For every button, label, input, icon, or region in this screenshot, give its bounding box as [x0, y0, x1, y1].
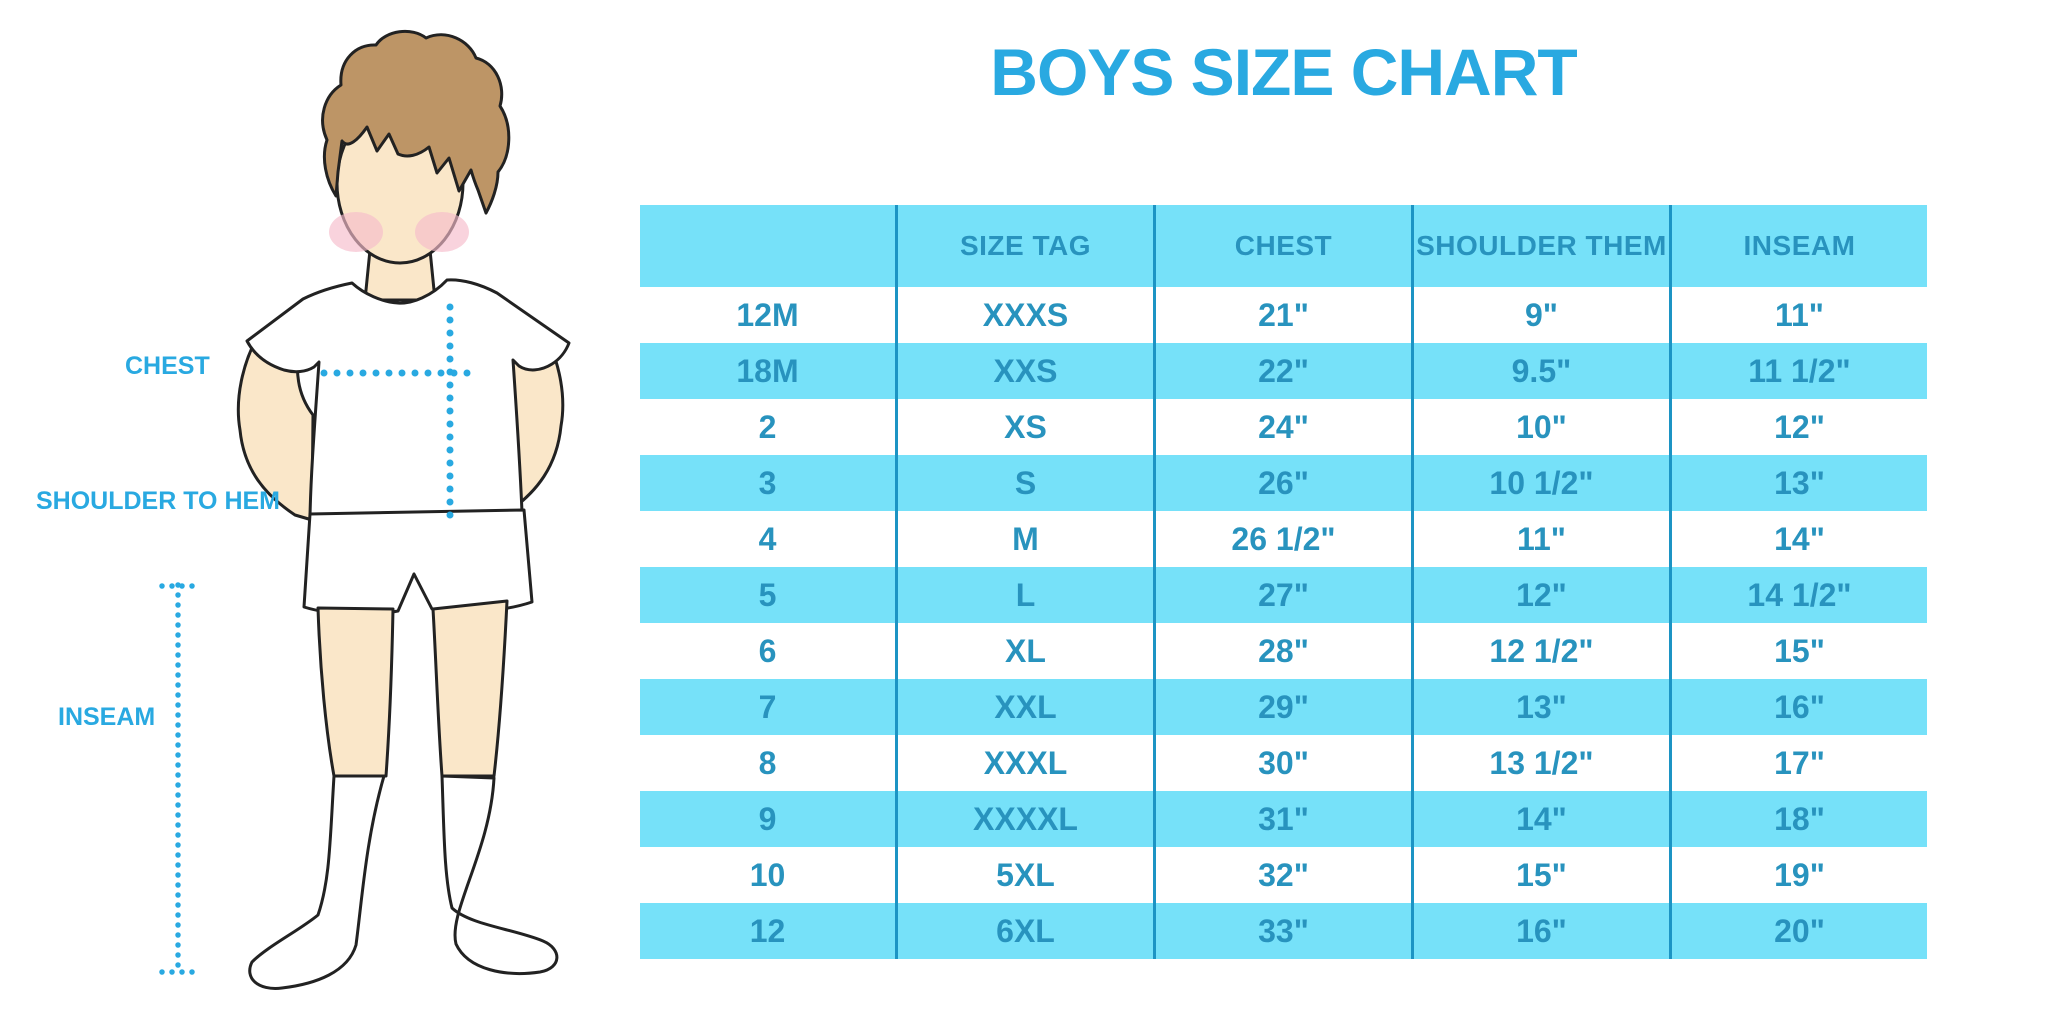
table-cell: 9.5": [1410, 343, 1671, 399]
table-cell: 15": [1410, 847, 1671, 903]
table-cell: 11": [1410, 511, 1671, 567]
table-cell: 14": [1410, 791, 1671, 847]
boy-blush-right: [415, 212, 469, 252]
table-cell: 12M: [736, 296, 799, 333]
table-cell: 26 1/2": [1152, 511, 1413, 567]
table-cell: 14": [1668, 511, 1927, 567]
table-row: 3 S 26" 10 1/2" 13": [640, 455, 1927, 511]
table-row: 7 XXL 29" 13" 16": [640, 679, 1927, 735]
table-cell: 24": [1152, 399, 1413, 455]
table-cell: 15": [1668, 623, 1927, 679]
table-cell: 31": [1152, 791, 1413, 847]
table-cell: 8: [758, 744, 777, 781]
table-cell: S: [895, 455, 1155, 511]
table-cell: 22": [1152, 343, 1413, 399]
table-cell: 10: [749, 856, 786, 893]
table-cell: 14 1/2": [1668, 567, 1927, 623]
table-cell: 32": [1152, 847, 1413, 903]
table-cell: 33": [1152, 903, 1413, 959]
table-cell: M: [895, 511, 1155, 567]
table-row: 2 XS 24" 10" 12": [640, 399, 1927, 455]
table-cell: 10": [1410, 399, 1671, 455]
table-cell: 13 1/2": [1410, 735, 1671, 791]
size-chart-header: SIZE TAG CHEST SHOULDER THEM INSEAM: [640, 205, 1927, 287]
table-row: 9 XXXXL 31" 14" 18": [640, 791, 1927, 847]
table-cell: 13": [1410, 679, 1671, 735]
table-cell: 20": [1668, 903, 1927, 959]
column-header: INSEAM: [1668, 205, 1927, 287]
table-cell: 11": [1668, 287, 1927, 343]
table-row: 4 M 26 1/2" 11" 14": [640, 511, 1927, 567]
boy-sock-left: [248, 774, 386, 990]
table-cell: 6XL: [895, 903, 1155, 959]
boy-blush-left: [329, 212, 383, 252]
boy-sock-right: [440, 774, 559, 975]
table-cell: XXL: [895, 679, 1155, 735]
shoulder-to-hem-label: SHOULDER TO HEM: [36, 487, 280, 515]
column-header: SHOULDER THEM: [1410, 205, 1671, 287]
boy-shirt: [245, 278, 571, 518]
table-cell: 27": [1152, 567, 1413, 623]
table-cell: 18M: [736, 352, 799, 389]
chest-label: CHEST: [125, 352, 210, 380]
table-row: 5 L 27" 12" 14 1/2": [640, 567, 1927, 623]
table-cell: 12": [1410, 567, 1671, 623]
table-cell: 5: [758, 576, 777, 613]
table-cell: XXS: [895, 343, 1155, 399]
table-cell: XXXL: [895, 735, 1155, 791]
table-row: 6 XL 28" 12 1/2" 15": [640, 623, 1927, 679]
boy-leg-left: [316, 606, 395, 778]
table-cell: 12": [1668, 399, 1927, 455]
table-cell: 28": [1152, 623, 1413, 679]
size-chart-table: SIZE TAG CHEST SHOULDER THEM INSEAM 12M XXXS…: [640, 205, 1927, 959]
table-cell: 16": [1410, 903, 1671, 959]
table-cell: 26": [1152, 455, 1413, 511]
table-row: 12M XXXS 21" 9" 11": [640, 287, 1927, 343]
page-title: BOYS SIZE CHART: [990, 35, 1577, 109]
boy-measurement-diagram: [159, 29, 571, 990]
table-cell: XXXS: [895, 287, 1155, 343]
table-cell: 21": [1152, 287, 1413, 343]
table-cell: 11 1/2": [1668, 343, 1927, 399]
table-cell: 17": [1668, 735, 1927, 791]
table-cell: 12 1/2": [1410, 623, 1671, 679]
table-cell: XS: [895, 399, 1155, 455]
table-cell: L: [895, 567, 1155, 623]
size-chart-body: 12M XXXS 21" 9" 11" 18M XXS 22" 9.5" 11 1/2" 2 XS 24…: [640, 287, 1927, 959]
table-cell: 19": [1668, 847, 1927, 903]
boy-shorts: [302, 508, 534, 616]
table-cell: 3: [758, 464, 777, 501]
table-cell: 30": [1152, 735, 1413, 791]
table-cell: 9": [1410, 287, 1671, 343]
inseam-label: INSEAM: [58, 703, 156, 731]
table-row: 18M XXS 22" 9.5" 11 1/2": [640, 343, 1927, 399]
column-header: SIZE TAG: [895, 205, 1155, 287]
table-cell: 5XL: [895, 847, 1155, 903]
column-header: [640, 205, 897, 287]
table-cell: 13": [1668, 455, 1927, 511]
table-cell: 4: [758, 520, 777, 557]
table-cell: XXXXL: [895, 791, 1155, 847]
table-cell: 12: [749, 912, 786, 949]
boy-leg-right: [431, 599, 509, 778]
table-cell: XL: [895, 623, 1155, 679]
table-row: 10 5XL 32" 15" 19": [640, 847, 1927, 903]
table-row: 12 6XL 33" 16" 20": [640, 903, 1927, 959]
table-cell: 10 1/2": [1410, 455, 1671, 511]
boy-hair: [321, 29, 511, 215]
table-cell: 9: [758, 800, 777, 837]
header-row: SIZE TAG CHEST SHOULDER THEM INSEAM: [640, 205, 1927, 287]
table-cell: 2: [758, 408, 777, 445]
table-cell: 16": [1668, 679, 1927, 735]
boy-arm-left: [236, 328, 315, 522]
table-cell: 7: [758, 688, 777, 725]
table-cell: 18": [1668, 791, 1927, 847]
table-cell: 29": [1152, 679, 1413, 735]
table-cell: 6: [758, 632, 777, 669]
table-row: 8 XXXL 30" 13 1/2" 17": [640, 735, 1927, 791]
column-header: CHEST: [1152, 205, 1413, 287]
